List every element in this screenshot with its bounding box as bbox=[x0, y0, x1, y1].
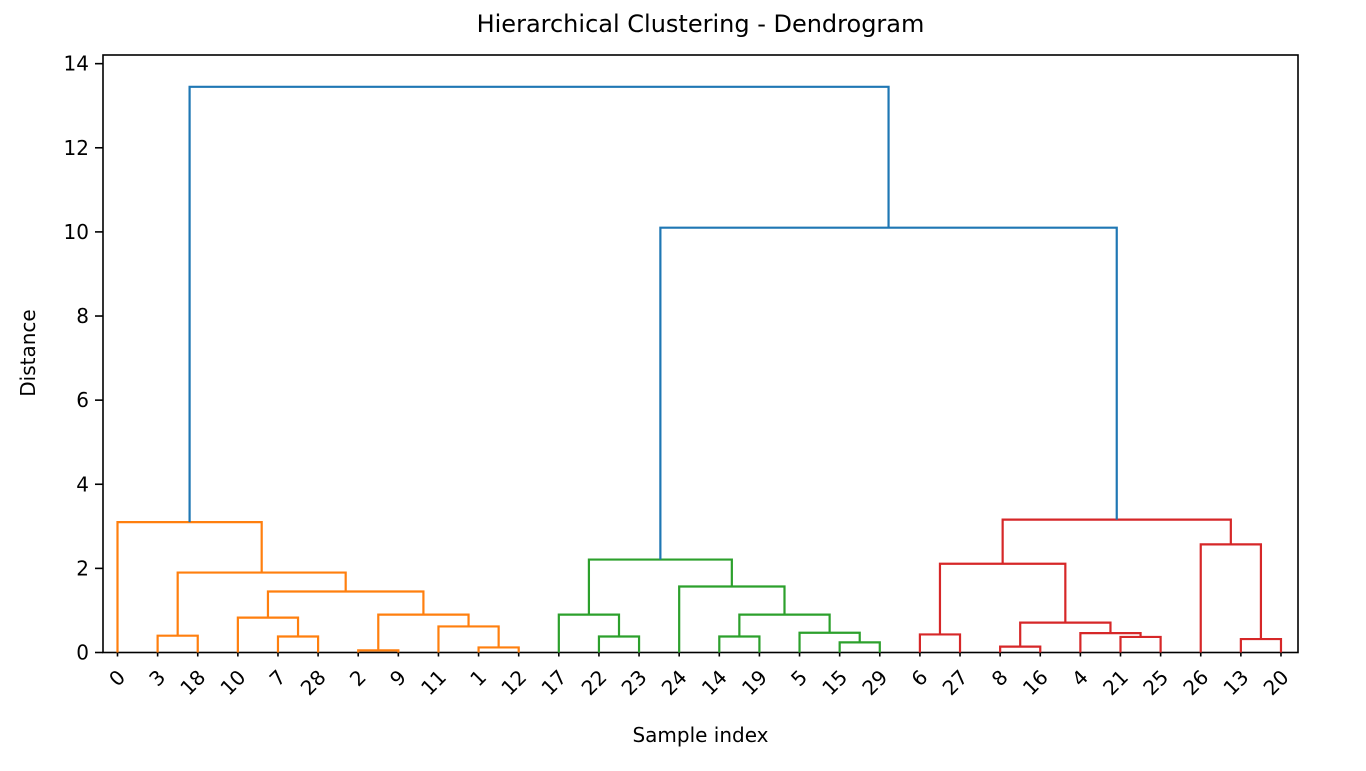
x-tick-label: 23 bbox=[617, 665, 652, 700]
x-tick-label: 9 bbox=[385, 665, 411, 691]
y-tick-label: 10 bbox=[64, 220, 89, 244]
y-tick-label: 2 bbox=[76, 556, 89, 580]
x-tick-label: 8 bbox=[987, 665, 1013, 691]
dendrogram-link-O6 bbox=[437, 625, 500, 653]
dendrogram-link-G4 bbox=[838, 641, 881, 653]
dendrogram-link-O9 bbox=[176, 571, 347, 636]
y-tick-label: 8 bbox=[76, 304, 89, 328]
x-tick-label: 15 bbox=[817, 665, 852, 700]
x-tick-label: 29 bbox=[857, 665, 892, 700]
dendrogram-link-G5 bbox=[798, 631, 861, 653]
x-tick-label: 5 bbox=[786, 665, 812, 691]
y-axis-label-wrap: Distance bbox=[14, 253, 42, 453]
x-tick-label: 12 bbox=[496, 665, 531, 700]
dendrogram-link-G1 bbox=[597, 635, 641, 653]
chart-title: Hierarchical Clustering - Dendrogram bbox=[476, 10, 925, 38]
x-tick-label: 10 bbox=[215, 665, 250, 700]
dendrogram-link-R1 bbox=[918, 633, 962, 653]
y-tick-label: 12 bbox=[64, 136, 89, 160]
x-tick-label: 17 bbox=[536, 665, 571, 700]
dendrogram-link-G2 bbox=[557, 613, 621, 653]
dendrogram-link-G3 bbox=[718, 635, 761, 653]
x-tick-label: 20 bbox=[1259, 665, 1294, 700]
dendrogram-link-B1 bbox=[659, 226, 1118, 560]
axes-box bbox=[102, 54, 1299, 654]
x-tick-label: 24 bbox=[657, 665, 692, 700]
x-tick-label: 25 bbox=[1138, 665, 1173, 700]
x-tick-label: 7 bbox=[265, 665, 291, 691]
x-tick-label: 19 bbox=[737, 665, 772, 700]
x-tick-label: 1 bbox=[465, 665, 491, 691]
dendrogram-link-B2 bbox=[188, 85, 890, 523]
dendrogram-link-R3 bbox=[1119, 635, 1162, 653]
x-tick-label: 16 bbox=[1018, 665, 1053, 700]
dendrogram-link-R2 bbox=[999, 645, 1042, 653]
x-tick-label: 27 bbox=[938, 665, 973, 700]
x-tick-label: 14 bbox=[697, 665, 732, 700]
dendrogram-link-R9 bbox=[1001, 518, 1232, 564]
dendrogram-link-O2 bbox=[276, 635, 320, 653]
x-tick-label: 3 bbox=[144, 665, 170, 691]
x-tick-label: 6 bbox=[906, 665, 932, 691]
y-tick-label: 14 bbox=[64, 52, 89, 76]
x-tick-label: 26 bbox=[1178, 665, 1213, 700]
dendrogram-link-R5 bbox=[1019, 621, 1112, 647]
dendrogram-link-O3 bbox=[236, 616, 300, 653]
dendrogram-link-G7 bbox=[678, 585, 786, 653]
dendrogram-link-R7 bbox=[1239, 637, 1283, 653]
dendrogram-link-R6 bbox=[938, 562, 1067, 635]
dendrogram-link-O5 bbox=[477, 646, 520, 653]
x-axis-label: Sample index bbox=[632, 723, 769, 747]
dendrogram-link-R8 bbox=[1199, 543, 1263, 653]
x-tick-label: 22 bbox=[577, 665, 612, 700]
x-tick-label: 11 bbox=[416, 665, 451, 700]
dendrogram-link-O1 bbox=[156, 634, 199, 653]
x-tick-label: 21 bbox=[1098, 665, 1133, 700]
x-tick-label: 4 bbox=[1067, 665, 1093, 691]
y-axis-label: Distance bbox=[16, 309, 40, 397]
x-tick-label: 0 bbox=[104, 665, 130, 691]
x-tick-label: 28 bbox=[296, 665, 331, 700]
dendrogram-link-O10 bbox=[116, 521, 263, 653]
dendrogram-link-O7 bbox=[377, 613, 470, 651]
y-tick-label: 6 bbox=[76, 388, 89, 412]
y-tick-label: 0 bbox=[76, 641, 89, 665]
x-tick-label: 13 bbox=[1218, 665, 1253, 700]
x-tick-label: 18 bbox=[175, 665, 210, 700]
y-tick-label: 4 bbox=[76, 472, 89, 496]
x-tick-label: 2 bbox=[345, 665, 371, 691]
